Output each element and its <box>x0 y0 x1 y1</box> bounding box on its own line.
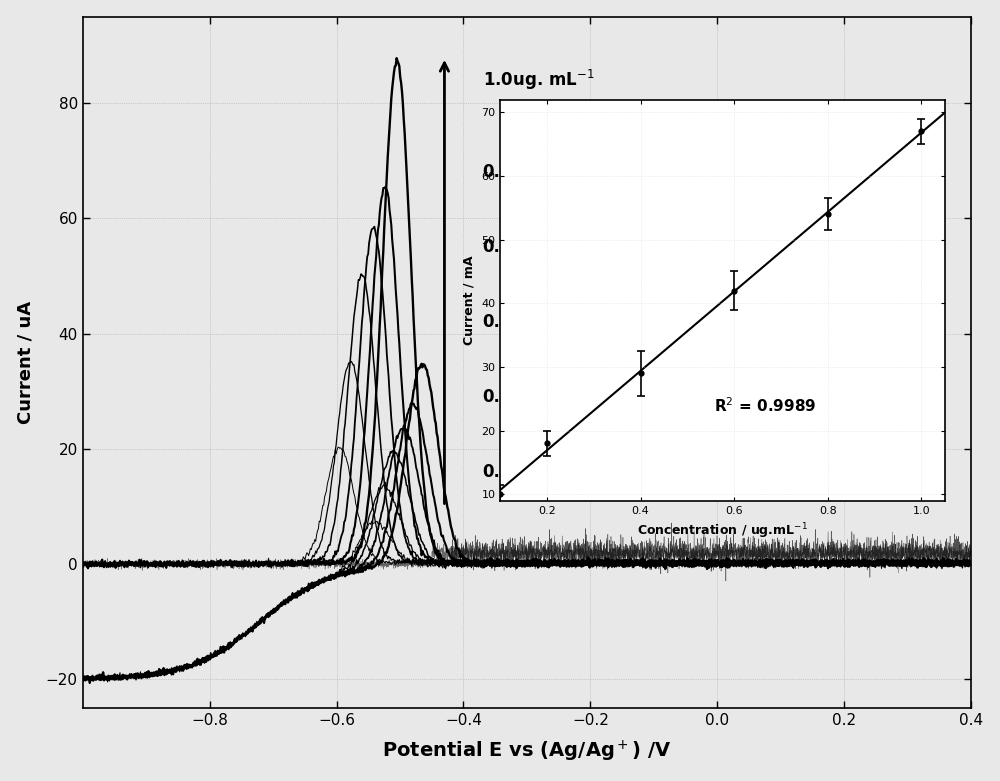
Text: 1.0ug. mL$^{-1}$: 1.0ug. mL$^{-1}$ <box>483 68 594 92</box>
Text: 0.2: 0.2 <box>483 388 512 406</box>
Text: 0.4: 0.4 <box>483 313 512 331</box>
Text: 0.8: 0.8 <box>483 163 512 181</box>
Y-axis label: Current / uA: Current / uA <box>17 301 35 424</box>
Text: 0.6: 0.6 <box>483 238 512 256</box>
X-axis label: Potential E vs (Ag/Ag$^+$) /V: Potential E vs (Ag/Ag$^+$) /V <box>382 739 672 765</box>
Text: 0.1: 0.1 <box>483 463 512 481</box>
